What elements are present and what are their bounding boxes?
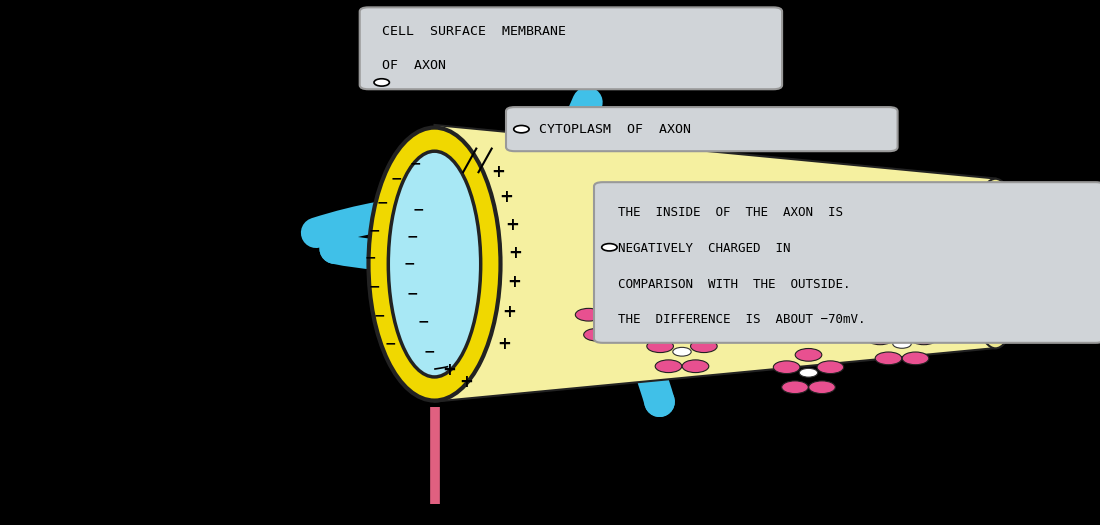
Circle shape xyxy=(649,211,667,219)
Text: +: + xyxy=(497,335,510,353)
Ellipse shape xyxy=(584,328,610,341)
Text: +: + xyxy=(507,274,520,291)
Ellipse shape xyxy=(656,360,682,373)
Text: −: − xyxy=(404,257,415,270)
Ellipse shape xyxy=(669,328,695,340)
Ellipse shape xyxy=(691,340,717,353)
Circle shape xyxy=(893,340,911,348)
Ellipse shape xyxy=(645,276,671,289)
Ellipse shape xyxy=(876,352,902,365)
Circle shape xyxy=(374,79,389,86)
Ellipse shape xyxy=(902,276,928,289)
Text: −: − xyxy=(368,223,379,237)
Ellipse shape xyxy=(817,361,844,374)
Ellipse shape xyxy=(795,349,822,361)
Text: NEGATIVELY  CHARGED  IN: NEGATIVELY CHARGED IN xyxy=(618,242,791,255)
Ellipse shape xyxy=(636,256,662,269)
Text: −: − xyxy=(407,286,418,300)
Ellipse shape xyxy=(757,238,783,251)
Ellipse shape xyxy=(911,256,937,269)
Ellipse shape xyxy=(682,360,708,373)
Ellipse shape xyxy=(902,352,928,365)
Ellipse shape xyxy=(867,256,893,269)
Ellipse shape xyxy=(773,361,800,374)
Text: +: + xyxy=(492,163,505,181)
Text: OF  AXON: OF AXON xyxy=(382,59,446,71)
Circle shape xyxy=(761,258,779,267)
Ellipse shape xyxy=(911,332,937,345)
Ellipse shape xyxy=(770,270,796,284)
Ellipse shape xyxy=(658,223,684,236)
Ellipse shape xyxy=(575,308,602,321)
Text: +: + xyxy=(460,373,473,391)
Text: CYTOPLASM  OF  AXON: CYTOPLASM OF AXON xyxy=(539,123,691,135)
Circle shape xyxy=(673,348,691,356)
Circle shape xyxy=(800,369,817,377)
Ellipse shape xyxy=(735,250,761,264)
Circle shape xyxy=(602,316,619,324)
Text: −: − xyxy=(412,202,424,216)
Ellipse shape xyxy=(619,308,646,321)
Text: −: − xyxy=(377,195,388,209)
Circle shape xyxy=(662,264,680,272)
Text: −: − xyxy=(374,308,385,322)
Ellipse shape xyxy=(610,328,637,341)
Circle shape xyxy=(514,125,529,133)
Text: +: + xyxy=(506,216,519,234)
Text: −: − xyxy=(418,314,429,328)
Text: COMPARISON  WITH  THE  OUTSIDE.: COMPARISON WITH THE OUTSIDE. xyxy=(618,278,850,290)
Ellipse shape xyxy=(808,381,835,394)
Ellipse shape xyxy=(388,151,481,377)
Ellipse shape xyxy=(876,276,902,289)
Ellipse shape xyxy=(368,128,500,401)
Text: +: + xyxy=(499,188,513,206)
Ellipse shape xyxy=(680,256,706,269)
FancyBboxPatch shape xyxy=(360,7,782,89)
FancyBboxPatch shape xyxy=(506,107,898,151)
Ellipse shape xyxy=(647,340,673,353)
Text: −: − xyxy=(410,157,421,171)
Circle shape xyxy=(602,244,617,251)
Text: THE  DIFFERENCE  IS  ABOUT −70mV.: THE DIFFERENCE IS ABOUT −70mV. xyxy=(618,313,866,326)
Ellipse shape xyxy=(597,296,624,309)
Text: THE  INSIDE  OF  THE  AXON  IS: THE INSIDE OF THE AXON IS xyxy=(618,206,844,219)
Ellipse shape xyxy=(889,320,915,332)
Text: −: − xyxy=(390,172,402,185)
Ellipse shape xyxy=(744,270,770,284)
Text: −: − xyxy=(385,337,396,351)
FancyArrowPatch shape xyxy=(334,102,587,255)
Ellipse shape xyxy=(782,381,808,394)
Ellipse shape xyxy=(631,223,658,236)
Text: −: − xyxy=(424,345,434,359)
Ellipse shape xyxy=(623,203,649,216)
Ellipse shape xyxy=(867,332,893,345)
Ellipse shape xyxy=(667,203,693,216)
Ellipse shape xyxy=(889,244,915,256)
Text: +: + xyxy=(508,244,521,262)
Polygon shape xyxy=(434,125,996,402)
Text: −: − xyxy=(407,229,418,243)
Text: −: − xyxy=(365,250,376,264)
FancyArrowPatch shape xyxy=(316,211,660,402)
Ellipse shape xyxy=(779,250,805,264)
Ellipse shape xyxy=(645,191,671,204)
Ellipse shape xyxy=(658,244,684,256)
Circle shape xyxy=(893,264,911,272)
Ellipse shape xyxy=(969,178,1022,349)
FancyBboxPatch shape xyxy=(594,182,1100,343)
Text: CELL  SURFACE  MEMBRANE: CELL SURFACE MEMBRANE xyxy=(382,25,565,38)
Ellipse shape xyxy=(671,276,697,289)
Text: +: + xyxy=(503,303,516,321)
Text: +: + xyxy=(442,361,455,379)
Text: −: − xyxy=(368,279,379,293)
